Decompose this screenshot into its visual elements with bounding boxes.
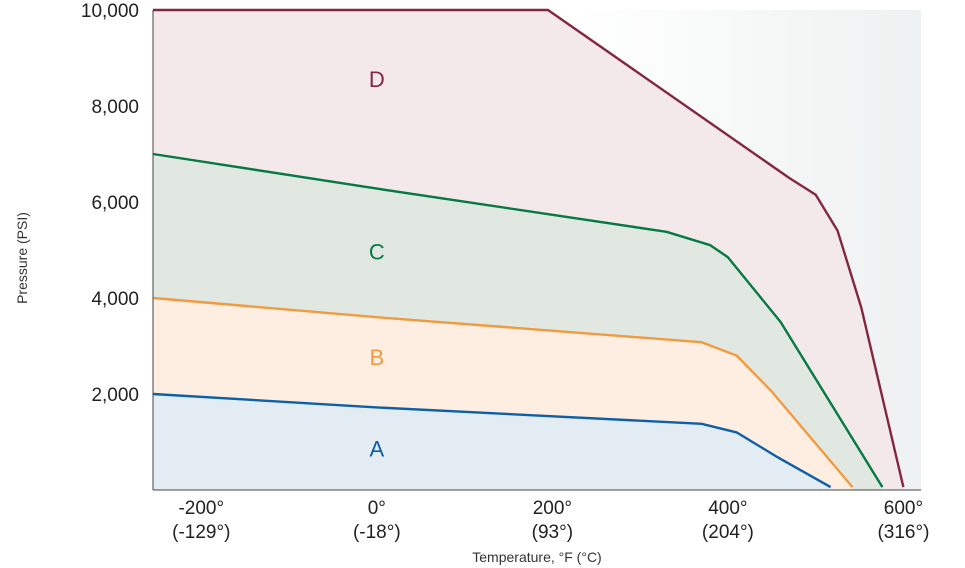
x-tick-label: -200° bbox=[178, 498, 224, 519]
x-tick-label: 200° bbox=[533, 498, 572, 519]
y-tick-label: 8,000 bbox=[91, 97, 139, 118]
region-labels: A B C D bbox=[369, 67, 385, 462]
y-tick-label: 2,000 bbox=[91, 385, 139, 406]
x-tick-label: 400° bbox=[708, 498, 747, 519]
x-tick-sublabel: (-129°) bbox=[172, 522, 230, 543]
x-axis-ticks: -200° (-129°) 0° (-18°) 200° (93°) 400° (204°) 6… bbox=[172, 498, 929, 543]
y-tick-label: 10,000 bbox=[81, 1, 139, 22]
x-tick-label: 0° bbox=[368, 498, 386, 519]
curve-c bbox=[152, 152, 884, 488]
region-label-c: C bbox=[369, 240, 385, 265]
y-tick-label: 6,000 bbox=[91, 193, 139, 214]
x-tick-sublabel: (204°) bbox=[702, 522, 754, 543]
region-fill-a bbox=[153, 394, 831, 490]
region-curves bbox=[152, 8, 905, 489]
x-axis-label: Temperature, °F (°C) bbox=[472, 549, 601, 565]
x-tick-sublabel: (93°) bbox=[532, 522, 573, 543]
x-tick-label: 600° bbox=[884, 498, 923, 519]
y-axis-label: Pressure (PSI) bbox=[14, 212, 30, 304]
curve-a bbox=[152, 392, 832, 489]
curve-d bbox=[153, 8, 905, 488]
region-label-d: D bbox=[369, 67, 385, 92]
region-label-a: A bbox=[369, 436, 384, 461]
y-axis-ticks: 2,000 4,000 6,000 8,000 10,000 bbox=[81, 1, 139, 406]
region-label-b: B bbox=[369, 345, 384, 370]
y-tick-label: 4,000 bbox=[91, 289, 139, 310]
x-tick-sublabel: (-18°) bbox=[353, 522, 401, 543]
x-tick-sublabel: (316°) bbox=[877, 522, 929, 543]
curve-b bbox=[152, 296, 854, 488]
